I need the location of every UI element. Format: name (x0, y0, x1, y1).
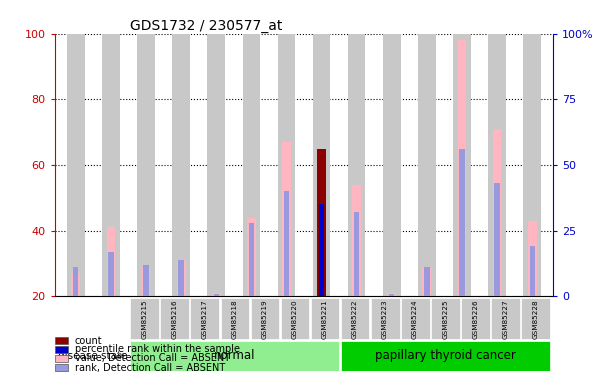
Text: GSM85223: GSM85223 (382, 299, 388, 339)
Text: GSM85228: GSM85228 (532, 299, 538, 339)
Bar (387, 293, 396, 296)
Bar (461, 298, 489, 339)
Bar (389, 294, 395, 296)
Bar (73, 267, 78, 296)
Bar (102, 34, 120, 296)
Bar (430, 298, 460, 339)
Text: rank, Detection Call = ABSENT: rank, Detection Call = ABSENT (75, 363, 225, 372)
Bar (250, 298, 279, 339)
Text: GSM85222: GSM85222 (352, 299, 358, 339)
Bar (523, 34, 541, 296)
Bar (213, 294, 219, 296)
Bar (142, 267, 150, 296)
Bar (311, 298, 339, 339)
Bar (55, 346, 68, 353)
Text: GSM85215: GSM85215 (142, 299, 148, 339)
Text: GSM85227: GSM85227 (502, 299, 508, 339)
Bar (280, 298, 309, 339)
Text: GSM85216: GSM85216 (172, 299, 178, 339)
Bar (284, 191, 289, 296)
Bar (348, 34, 365, 296)
Bar (340, 298, 370, 339)
Bar (460, 149, 465, 296)
Bar (55, 364, 68, 371)
Bar (530, 246, 535, 296)
Bar (354, 212, 359, 296)
Text: GSM85225: GSM85225 (442, 299, 448, 339)
Text: GSM85220: GSM85220 (292, 299, 298, 339)
Text: GSM85217: GSM85217 (202, 299, 208, 339)
Bar (190, 298, 219, 339)
Bar (453, 34, 471, 296)
Bar (418, 34, 436, 296)
Bar (55, 337, 68, 344)
Text: GSM85226: GSM85226 (472, 299, 478, 339)
Bar (143, 265, 148, 296)
Bar (130, 298, 159, 339)
Bar (319, 204, 324, 296)
Bar (528, 221, 537, 296)
Bar (55, 355, 68, 362)
Text: GDS1732 / 230577_at: GDS1732 / 230577_at (130, 19, 282, 33)
Bar (278, 34, 295, 296)
Bar (423, 267, 431, 296)
Bar (494, 183, 500, 296)
Bar (179, 260, 184, 296)
Bar (521, 298, 550, 339)
Bar (137, 34, 155, 296)
Bar (458, 40, 466, 296)
Bar (371, 298, 399, 339)
Bar (340, 340, 550, 371)
Bar (282, 142, 291, 296)
Bar (243, 34, 260, 296)
Bar (401, 298, 429, 339)
Bar (130, 340, 339, 371)
Bar (221, 298, 249, 339)
Text: value, Detection Call = ABSENT: value, Detection Call = ABSENT (75, 354, 230, 363)
Bar (488, 34, 506, 296)
Bar (67, 34, 85, 296)
Text: GSM85224: GSM85224 (412, 299, 418, 339)
Bar (491, 298, 520, 339)
Bar (108, 252, 114, 296)
Text: GSM85219: GSM85219 (262, 299, 268, 339)
Bar (172, 34, 190, 296)
Text: papillary thyroid cancer: papillary thyroid cancer (375, 350, 516, 362)
Bar (212, 293, 221, 296)
Bar (383, 34, 401, 296)
Bar (319, 204, 324, 296)
Bar (71, 273, 80, 296)
Bar (317, 148, 326, 296)
Text: GSM85221: GSM85221 (322, 299, 328, 339)
Bar (161, 298, 189, 339)
Bar (317, 148, 326, 296)
Text: GSM85218: GSM85218 (232, 299, 238, 339)
Text: normal: normal (214, 350, 256, 362)
Bar (177, 260, 185, 296)
Bar (207, 34, 225, 296)
Text: percentile rank within the sample: percentile rank within the sample (75, 345, 240, 354)
Bar (352, 185, 361, 296)
Text: disease state: disease state (58, 351, 127, 361)
Text: count: count (75, 336, 102, 345)
Bar (313, 34, 330, 296)
Bar (492, 129, 502, 296)
Bar (424, 267, 429, 296)
Bar (249, 223, 254, 296)
Bar (106, 227, 116, 296)
Bar (247, 217, 256, 296)
